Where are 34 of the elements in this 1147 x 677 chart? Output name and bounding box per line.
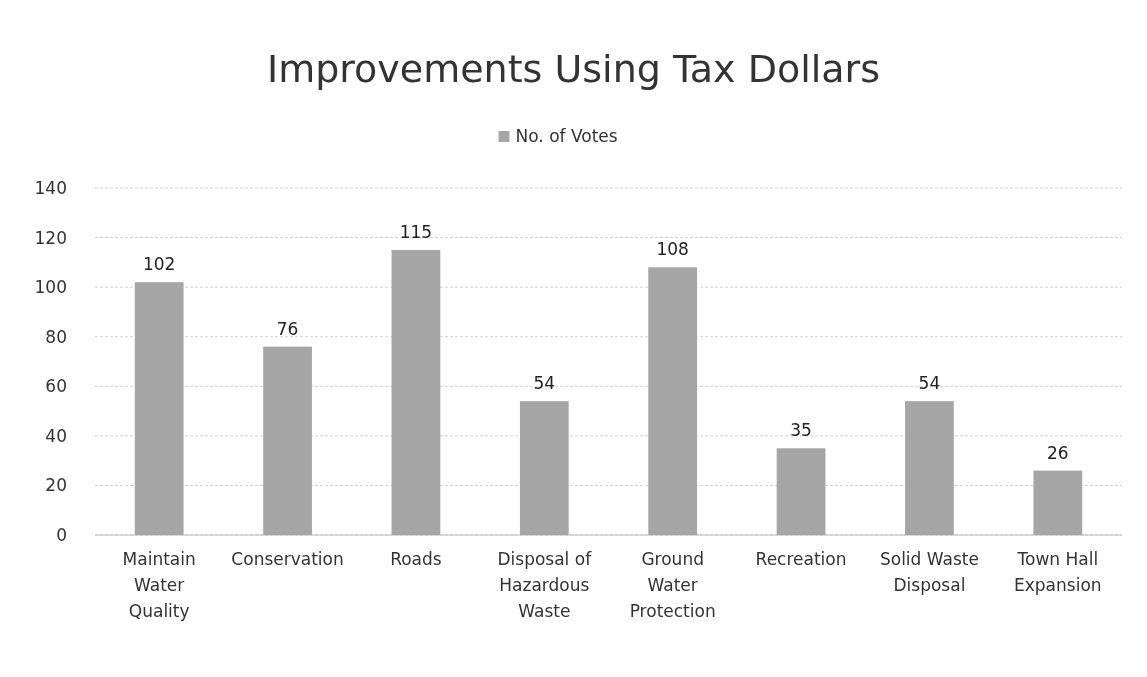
data-label: 54 — [918, 373, 941, 394]
bar — [263, 346, 312, 535]
x-tick-label: Ground Water Protection — [629, 549, 716, 621]
y-tick-label: 60 — [45, 376, 67, 397]
y-tick-label: 80 — [45, 326, 67, 347]
data-label: 115 — [399, 221, 433, 242]
bar — [905, 401, 954, 535]
bar — [776, 448, 826, 535]
x-tick-label: Recreation — [755, 549, 847, 569]
data-label: 26 — [1046, 442, 1069, 463]
data-label: 54 — [533, 373, 556, 394]
y-tick-label: 140 — [34, 177, 67, 198]
data-label: 35 — [790, 420, 812, 441]
x-tick-label: Maintain Water Quality — [122, 549, 196, 621]
x-tick-label: Roads — [390, 549, 442, 569]
x-tick-label: Solid Waste Disposal — [879, 549, 979, 595]
y-tick-label: 100 — [34, 277, 67, 298]
y-tick-label: 40 — [45, 425, 67, 446]
bar — [1033, 470, 1083, 535]
x-tick-label: Town Hall Expansion — [1014, 549, 1102, 595]
data-label: 102 — [142, 254, 176, 275]
chart-title: Improvements Using Tax Dollars — [266, 47, 881, 91]
x-tick-label: Disposal of Hazardous Waste — [497, 549, 593, 621]
bar — [134, 282, 184, 535]
data-label: 76 — [276, 318, 299, 339]
data-label: 108 — [656, 239, 689, 260]
bar — [391, 249, 441, 535]
x-tick-label: Conservation — [231, 549, 344, 569]
bar — [648, 267, 698, 535]
bar — [519, 401, 569, 535]
legend-label: No. of Votes — [515, 126, 618, 146]
y-tick-label: 0 — [56, 524, 67, 545]
y-tick-label: 20 — [45, 475, 67, 496]
y-tick-label: 120 — [34, 227, 67, 248]
